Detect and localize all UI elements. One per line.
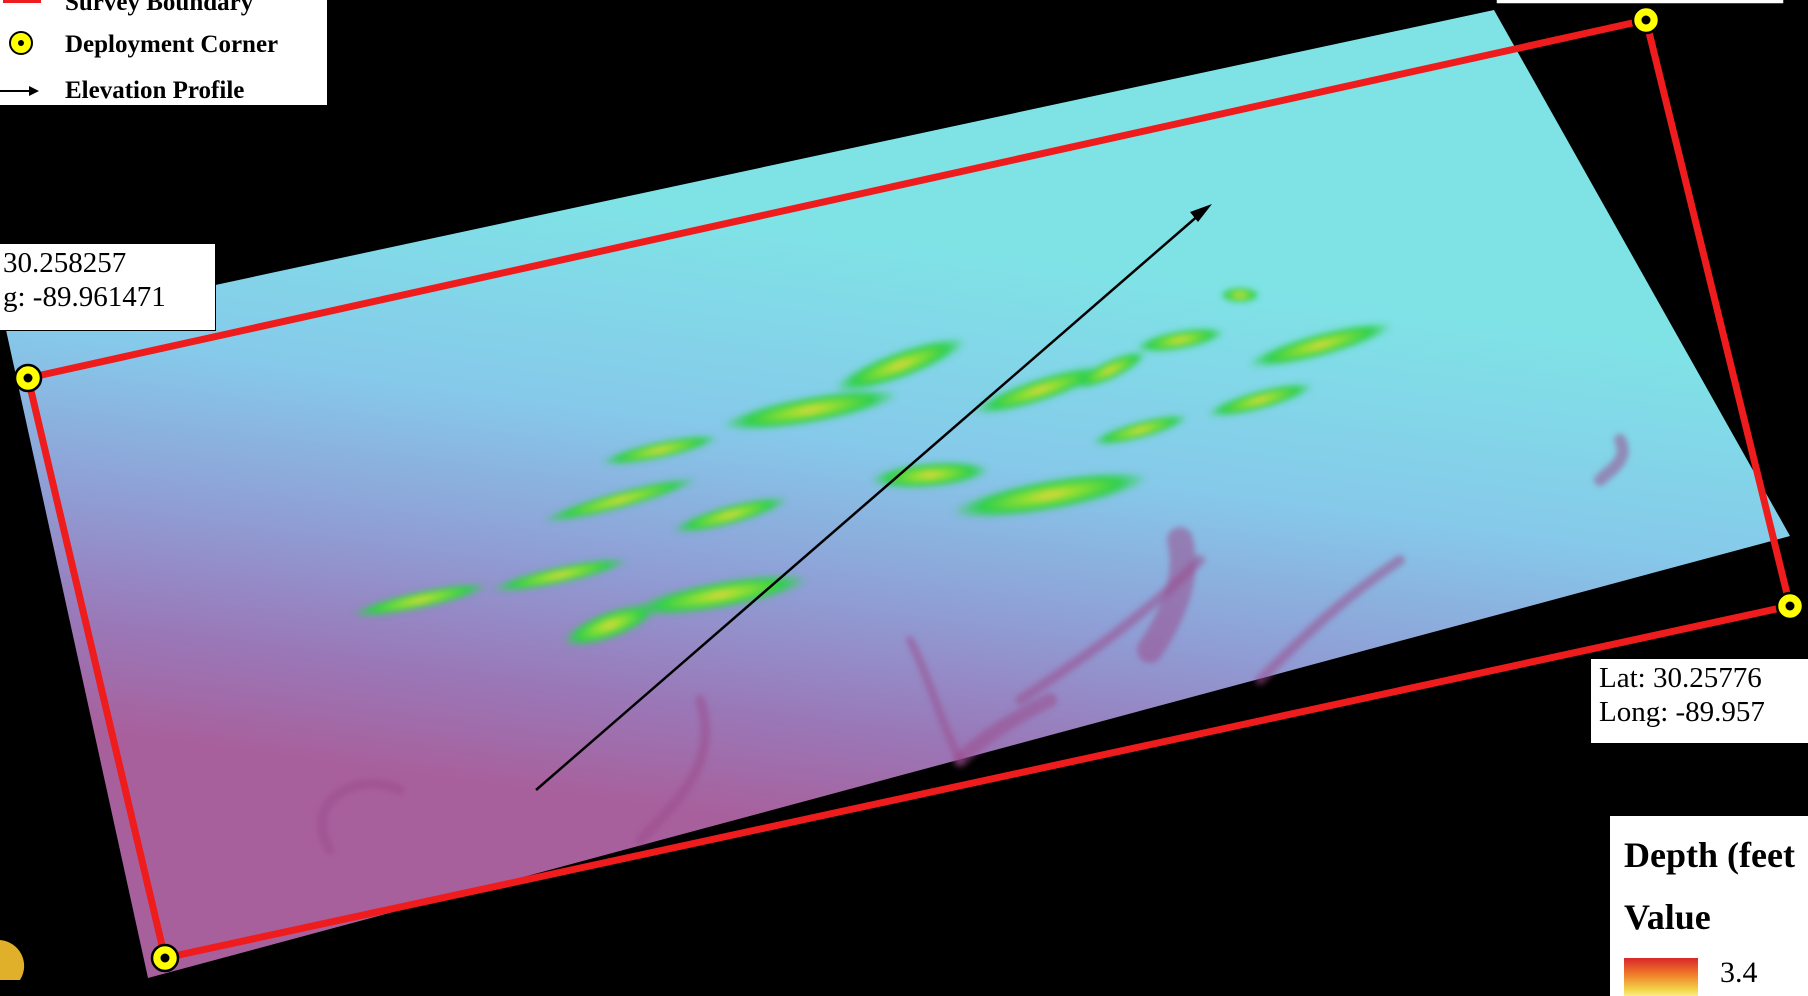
- deep-scars: [317, 434, 1629, 855]
- deployment-corner-right[interactable]: [1775, 591, 1805, 621]
- deployment-corner-bottom-left[interactable]: [150, 943, 180, 973]
- depth-high-value: 3.4: [1720, 956, 1758, 989]
- corner-long: Long: -89.957: [1599, 696, 1765, 728]
- coordinate-box-top-right: [1495, 0, 1785, 5]
- elevation-profile-arrow: [535, 204, 1212, 791]
- legend-label: Survey Boundary: [65, 0, 254, 16]
- yellow-ring-dot-icon: [0, 29, 53, 61]
- depth-legend: Depth (feet Value 3.4: [1610, 816, 1808, 996]
- legend-row-elevation-profile: Elevation Profile: [0, 75, 244, 107]
- deployment-corner-top-right[interactable]: [1631, 5, 1661, 35]
- north-arrow-fragment: [0, 940, 25, 980]
- red-box-icon: [0, 0, 53, 19]
- depth-legend-subtitle: Value: [1624, 897, 1711, 937]
- corner-long: g: -89.961471: [3, 281, 166, 313]
- legend-label: Deployment Corner: [65, 31, 279, 58]
- legend-row-survey-boundary: Survey Boundary: [0, 0, 253, 19]
- deployment-corner-top-left[interactable]: [13, 363, 43, 393]
- depth-color-ramp: [1624, 958, 1698, 996]
- survey-raster: [6, 10, 1790, 978]
- corner-lat: 30.258257: [3, 247, 127, 279]
- shallow-shoals: [351, 287, 1393, 647]
- arrow-right-icon: [0, 75, 53, 107]
- legend-row-deployment-corner: Deployment Corner: [0, 29, 278, 61]
- depth-legend-title: Depth (feet: [1624, 835, 1795, 875]
- coordinate-box-right: Lat: 30.25776 Long: -89.957: [1590, 658, 1808, 744]
- legend-label: Elevation Profile: [65, 77, 245, 104]
- map-legend: Survey Boundary Deployment Corner Elevat…: [0, 0, 328, 106]
- coordinate-box-top-left: 30.258257 g: -89.961471: [0, 243, 216, 331]
- corner-lat: Lat: 30.25776: [1599, 662, 1762, 694]
